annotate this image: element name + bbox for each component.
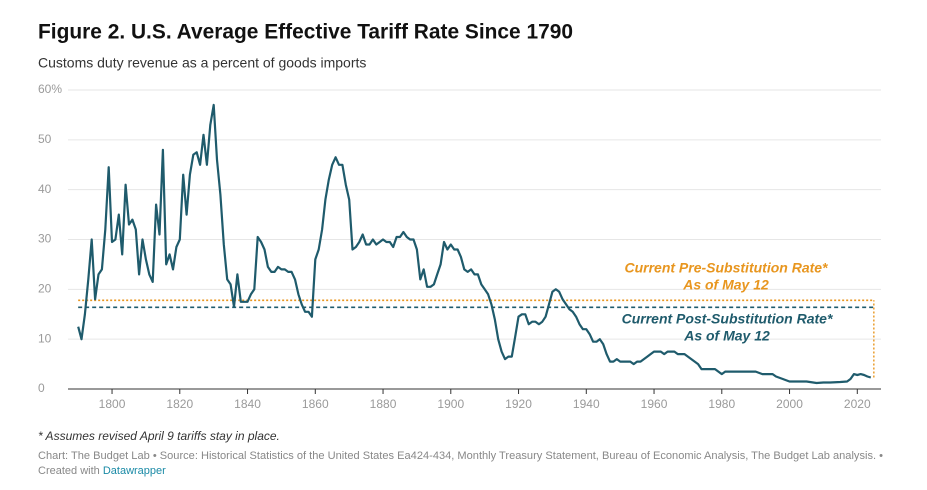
reference-label: Current Post-Substitution Rate*	[622, 311, 833, 327]
y-tick-label: 60%	[38, 82, 62, 96]
y-tick-label: 30	[38, 232, 52, 246]
y-tick-label: 10	[38, 331, 52, 345]
chart-title: Figure 2. U.S. Average Effective Tariff …	[38, 21, 573, 44]
source: Chart: The Budget Lab • Source: Historic…	[38, 450, 883, 462]
chart-subtitle: Customs duty revenue as a percent of goo…	[38, 55, 366, 71]
reference-label: As of May 12	[683, 328, 770, 344]
y-tick-label: 40	[38, 182, 52, 196]
x-tick-label: 1860	[302, 397, 329, 411]
x-tick-label: 2020	[844, 397, 871, 411]
x-tick-label: 1960	[641, 397, 668, 411]
x-tick-label: 1880	[370, 397, 397, 411]
reference-label: As of May 12	[682, 277, 769, 293]
credit-text: Created with	[38, 465, 100, 477]
y-tick-label: 50	[38, 132, 52, 146]
x-tick-label: 1900	[437, 397, 464, 411]
note: * Assumes revised April 9 tariffs stay i…	[38, 429, 280, 443]
line	[77, 103, 872, 385]
x-tick-label: 1820	[166, 397, 193, 411]
x-tick-label: 1980	[708, 397, 735, 411]
x-tick-label: 2000	[776, 397, 803, 411]
x-tick-label: 1840	[234, 397, 261, 411]
y-tick-label: 0	[38, 381, 45, 395]
y-tick-label: 20	[38, 282, 52, 296]
credit-link[interactable]: Datawrapper	[103, 465, 166, 477]
x-tick-label: 1800	[99, 397, 126, 411]
reference-label: Current Pre-Substitution Rate*	[624, 260, 828, 276]
x-tick-label: 1940	[573, 397, 600, 411]
credit: Created with Datawrapper	[38, 465, 166, 477]
x-tick-label: 1920	[505, 397, 532, 411]
